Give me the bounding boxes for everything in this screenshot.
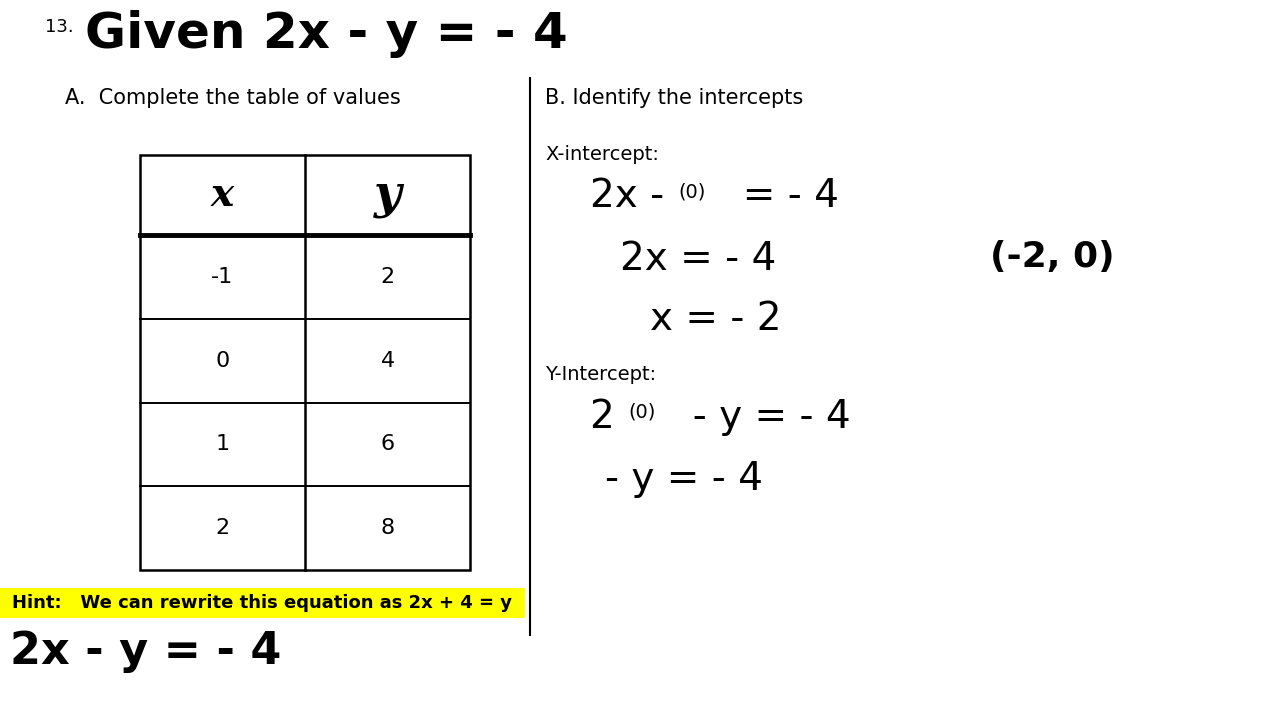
Text: 2: 2 xyxy=(380,267,394,287)
Text: 6: 6 xyxy=(380,434,394,454)
Text: Y-Intercept:: Y-Intercept: xyxy=(545,365,657,384)
Text: 2x - y = - 4: 2x - y = - 4 xyxy=(10,630,282,673)
Text: 2x -: 2x - xyxy=(590,177,677,215)
Text: 4: 4 xyxy=(380,351,394,371)
Text: = - 4: = - 4 xyxy=(718,177,838,215)
Text: -1: -1 xyxy=(211,267,234,287)
Text: 2x = - 4: 2x = - 4 xyxy=(620,240,776,278)
Bar xyxy=(0,588,525,618)
Text: 0: 0 xyxy=(215,351,229,371)
Text: 8: 8 xyxy=(380,518,394,538)
Text: x = - 2: x = - 2 xyxy=(650,300,782,338)
Text: A.  Complete the table of values: A. Complete the table of values xyxy=(65,88,401,108)
Text: (0): (0) xyxy=(628,403,655,422)
Text: 13.: 13. xyxy=(45,18,74,36)
Bar xyxy=(140,155,470,570)
Text: 2: 2 xyxy=(215,518,229,538)
Text: - y = - 4: - y = - 4 xyxy=(668,398,851,436)
Text: X-intercept:: X-intercept: xyxy=(545,145,659,164)
Text: Hint:   We can rewrite this equation as 2x + 4 = y: Hint: We can rewrite this equation as 2x… xyxy=(12,594,512,612)
Text: Given 2x - y = - 4: Given 2x - y = - 4 xyxy=(84,10,568,58)
Text: x: x xyxy=(211,176,234,214)
Text: - y = - 4: - y = - 4 xyxy=(605,460,763,498)
Text: (0): (0) xyxy=(678,182,705,201)
Text: 1: 1 xyxy=(215,434,229,454)
Text: y: y xyxy=(374,172,401,218)
Text: 2: 2 xyxy=(590,398,627,436)
Text: (-2, 0): (-2, 0) xyxy=(989,240,1115,274)
Text: B. Identify the intercepts: B. Identify the intercepts xyxy=(545,88,804,108)
